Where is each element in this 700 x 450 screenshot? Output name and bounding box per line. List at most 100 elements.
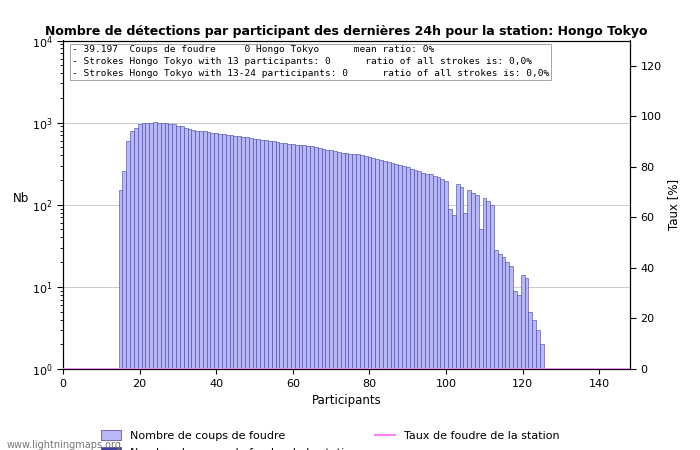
Bar	[256, 139, 260, 450]
Text: - 39.197  Coups de foudre     0 Hongo Tokyo      mean ratio: 0%
- Strokes Hongo : - 39.197 Coups de foudre 0 Hongo Tokyo m…	[71, 45, 549, 78]
Bar	[486, 201, 490, 450]
Bar	[122, 171, 126, 450]
Bar	[563, 369, 567, 450]
Bar	[260, 140, 264, 450]
Bar	[425, 174, 429, 450]
Bar	[498, 254, 502, 450]
Bar	[349, 153, 352, 450]
Bar	[459, 187, 463, 450]
Bar	[528, 311, 532, 450]
Bar	[326, 149, 329, 450]
Bar	[575, 369, 578, 450]
Bar	[206, 132, 211, 450]
Bar	[253, 139, 256, 450]
Bar	[146, 123, 149, 450]
Bar	[164, 123, 169, 450]
Bar	[291, 144, 295, 450]
Bar	[494, 250, 498, 450]
Bar	[222, 135, 226, 450]
Bar	[379, 160, 383, 450]
Bar	[532, 320, 536, 450]
Bar	[191, 130, 195, 450]
Bar	[383, 161, 386, 450]
Bar	[344, 153, 349, 450]
Bar	[245, 137, 248, 450]
Bar	[555, 369, 559, 450]
Bar	[153, 122, 157, 450]
Bar	[521, 275, 524, 450]
Bar	[183, 128, 188, 450]
Bar	[248, 138, 253, 450]
Bar	[130, 130, 134, 450]
Bar	[471, 193, 475, 450]
Bar	[475, 195, 479, 450]
Bar	[559, 369, 563, 450]
Bar	[264, 140, 268, 450]
Y-axis label: Nb: Nb	[13, 192, 29, 205]
Bar	[609, 369, 612, 450]
Bar	[386, 162, 391, 450]
Bar	[444, 181, 448, 450]
Bar	[463, 213, 467, 450]
Bar	[452, 215, 456, 450]
Bar	[605, 369, 609, 450]
Bar	[429, 174, 433, 450]
Bar	[333, 151, 337, 450]
Bar	[203, 131, 206, 450]
Bar	[570, 369, 575, 450]
Bar	[214, 133, 218, 450]
Bar	[410, 169, 414, 450]
Bar	[594, 369, 597, 450]
Bar	[547, 369, 552, 450]
Bar	[310, 146, 314, 450]
Bar	[226, 135, 230, 450]
Bar	[284, 143, 287, 450]
Bar	[490, 205, 494, 450]
Bar	[276, 142, 279, 450]
Bar	[375, 159, 379, 450]
Bar	[138, 125, 141, 450]
Bar	[612, 369, 617, 450]
Bar	[406, 167, 410, 450]
Bar	[279, 143, 284, 450]
Bar	[134, 128, 138, 450]
Bar	[364, 156, 368, 450]
Bar	[502, 257, 505, 450]
Bar	[544, 369, 547, 450]
Bar	[467, 190, 471, 450]
Bar	[302, 145, 307, 450]
Bar	[540, 344, 544, 450]
Bar	[118, 190, 122, 450]
Bar	[394, 164, 398, 450]
Bar	[352, 154, 356, 450]
Bar	[314, 147, 318, 450]
Bar	[176, 126, 180, 450]
Bar	[149, 122, 153, 450]
Bar	[513, 291, 517, 450]
Bar	[268, 141, 272, 450]
Bar	[601, 369, 605, 450]
Bar	[172, 125, 176, 450]
Bar	[578, 369, 582, 450]
Bar	[307, 146, 310, 450]
Bar	[479, 230, 482, 450]
Bar	[398, 165, 402, 450]
Bar	[456, 184, 459, 450]
Bar	[237, 136, 241, 450]
Bar	[510, 266, 513, 450]
Bar	[180, 126, 183, 450]
Bar	[590, 369, 594, 450]
Bar	[188, 129, 191, 450]
Bar	[161, 123, 164, 450]
Bar	[524, 278, 528, 450]
Bar	[211, 133, 214, 450]
Bar	[448, 208, 452, 450]
Bar	[318, 148, 321, 450]
Bar	[169, 124, 172, 450]
Bar	[414, 170, 417, 450]
Bar	[567, 369, 570, 450]
Bar	[617, 369, 620, 450]
Bar	[234, 136, 237, 450]
Bar	[195, 130, 199, 450]
Bar	[482, 198, 486, 450]
